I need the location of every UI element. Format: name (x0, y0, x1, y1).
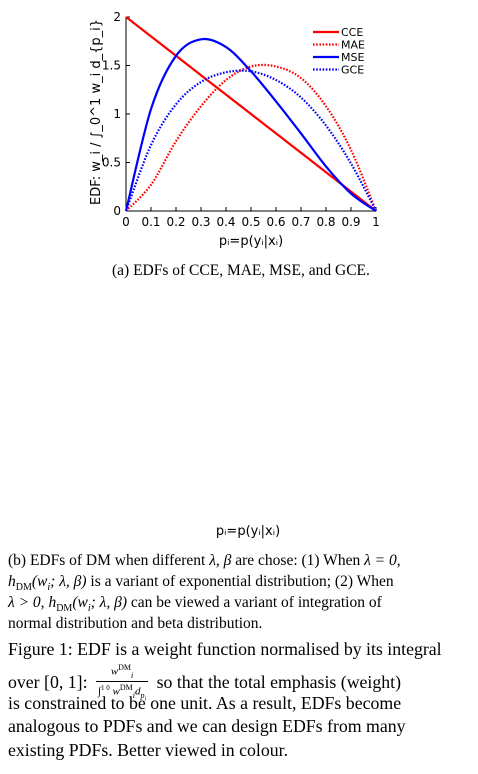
x-tick-label: 0.3 (191, 215, 210, 229)
series-group (124, 16, 378, 212)
y-tick-label: 2 (113, 10, 121, 24)
x-tick-label: 1 (372, 215, 380, 229)
edf-loss-chart: 0 0.1 0.2 0.3 0.4 0.5 0.6 0.7 0.8 0.9 1 0 0.5 1 1.5 2 C… (89, 10, 380, 249)
caption-line: analogous to PDFs and we can design EDFs… (8, 716, 406, 736)
x-tick-label: 0.9 (341, 215, 360, 229)
y-axis-label: EDF: w_i / ∫_0^1 w_i d_{p_i} (89, 19, 104, 205)
legend-label: CCE (341, 26, 363, 39)
series-line (124, 69, 377, 212)
y-tick-label: 1.5 (102, 59, 121, 73)
x-tick-label: 0.8 (316, 215, 335, 229)
caption-line: over [0, 1]: wDMi ∫1 0 wDMidpi so that t… (8, 662, 472, 703)
x-axis-label: pᵢ=p(yᵢ|xᵢ) (216, 524, 280, 539)
y-tick-label: 1 (113, 107, 121, 121)
caption-line: existing PDFs. Better viewed in colour. (8, 739, 289, 760)
y-tick-label: 0 (113, 204, 121, 218)
x-tick-label: 0.4 (216, 215, 235, 229)
legend-label: MSE (341, 51, 364, 64)
series-line (125, 16, 377, 212)
x-axis-label: pᵢ=p(yᵢ|xᵢ) (219, 234, 283, 249)
edf-dm-chart: 00.10.20.30.40.50.60.70.80.9100.511.522.… (216, 524, 280, 539)
x-tick-label: 0.7 (291, 215, 310, 229)
x-tick-label: 0.2 (166, 215, 185, 229)
x-tick-label: 0 (122, 215, 130, 229)
series-line (124, 37, 377, 212)
caption-line: is constrained to be one unit. As a resu… (8, 692, 402, 713)
x-tick-label: 0.6 (266, 215, 285, 229)
series-line (125, 63, 378, 212)
y-tick-label: 0.5 (102, 156, 121, 170)
subcaption-a: (a) EDFs of CCE, MAE, MSE, and GCE. (112, 262, 370, 279)
axes: 0 0.1 0.2 0.3 0.4 0.5 0.6 0.7 0.8 0.9 1 0 0.5 1 1.5 2 (102, 10, 380, 229)
legend-label: MAE (341, 39, 365, 52)
x-tick-label: 0.5 (241, 215, 260, 229)
legend-label: GCE (341, 64, 364, 77)
x-tick-label: 0.1 (141, 215, 160, 229)
caption-line: Figure 1: EDF is a weight function norma… (8, 639, 442, 659)
figure-caption: Figure 1: EDF is a weight function norma… (8, 638, 472, 762)
normalisation-fraction: wDMi ∫1 0 wDMidpi (95, 662, 149, 703)
